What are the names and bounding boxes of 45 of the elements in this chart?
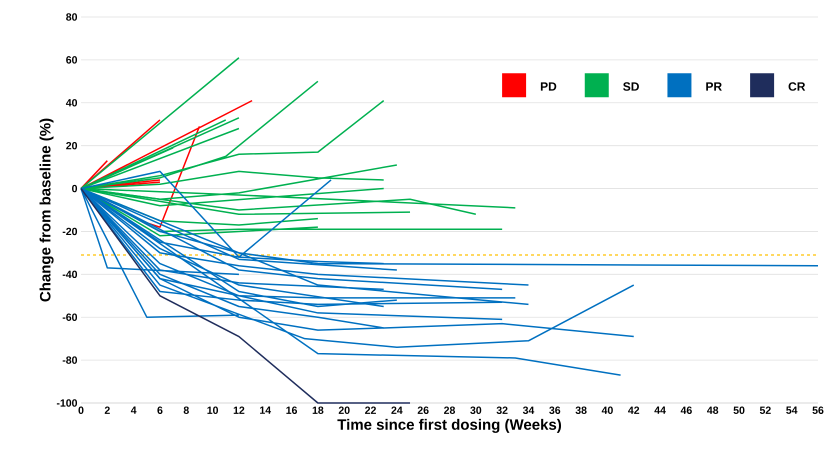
x-tick-label: 28 <box>444 406 456 414</box>
y-tick-label: -100 <box>56 399 78 407</box>
legend-label: SD <box>623 82 639 91</box>
y-tick-label: 20 <box>66 142 78 150</box>
x-tick-label: 8 <box>184 406 189 414</box>
x-tick-label: 34 <box>522 406 534 414</box>
x-axis-title: Time since first dosing (Weeks) <box>337 418 562 433</box>
x-tick-label: 30 <box>470 406 482 414</box>
y-tick-label: 60 <box>66 56 78 64</box>
x-tick-label: 12 <box>234 406 244 414</box>
y-tick-label: -40 <box>62 270 78 278</box>
y-tick-label: 40 <box>66 99 78 106</box>
x-tick-label: 56 <box>812 406 824 414</box>
x-tick-label: 36 <box>549 406 560 414</box>
x-tick-label: 6 <box>157 406 163 414</box>
x-tick-label: 14 <box>260 406 272 414</box>
x-tick-label: 16 <box>286 406 298 414</box>
y-tick-label: -80 <box>62 356 78 364</box>
x-tick-label: 20 <box>338 406 350 414</box>
x-tick-label: 4 <box>130 406 136 414</box>
y-tick-label: -20 <box>62 228 78 236</box>
legend-label: CR <box>788 82 806 91</box>
x-tick-label: 38 <box>576 406 587 414</box>
x-tick-label: 44 <box>654 406 666 414</box>
legend-label: PR <box>706 82 722 91</box>
x-tick-label: 0 <box>78 406 84 414</box>
legend-label: PD <box>540 82 556 91</box>
x-tick-label: 10 <box>207 406 218 414</box>
x-tick-label: 2 <box>104 406 110 414</box>
x-tick-label: 50 <box>734 406 744 414</box>
y-tick-label: 80 <box>66 13 78 21</box>
x-tick-label: 26 <box>418 406 429 414</box>
x-tick-label: 48 <box>707 406 718 414</box>
x-tick-label: 46 <box>680 406 692 414</box>
x-tick-label: 22 <box>365 406 376 414</box>
x-tick-label: 54 <box>786 406 798 414</box>
y-tick-label: -60 <box>62 314 78 321</box>
x-tick-label: 40 <box>602 406 613 414</box>
x-tick-label: 18 <box>312 406 324 414</box>
y-tick-label: 0 <box>72 184 78 192</box>
x-tick-label: 52 <box>760 406 771 414</box>
x-tick-label: 32 <box>496 406 508 414</box>
x-tick-label: 24 <box>391 406 403 414</box>
y-axis-title: Change from baseline (%) <box>40 118 54 302</box>
x-tick-label: 42 <box>628 406 640 414</box>
